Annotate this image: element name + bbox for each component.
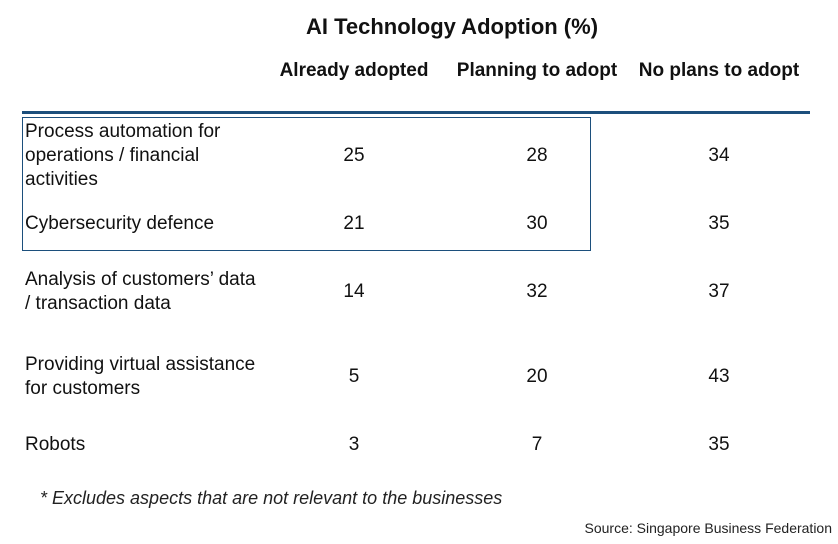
row-label-customer-data: Analysis of customers’ data / transactio… bbox=[25, 269, 256, 314]
highlight-box bbox=[22, 117, 591, 251]
row-label-cybersecurity: Cybersecurity defence bbox=[25, 213, 215, 234]
chart-title: AI Technology Adoption (%) bbox=[305, 14, 599, 39]
cell-value: 43 bbox=[708, 366, 730, 387]
cell-value: 35 bbox=[708, 213, 730, 234]
cell-value: 35 bbox=[708, 434, 730, 455]
header-rule bbox=[22, 111, 810, 114]
cell-value: 28 bbox=[526, 145, 548, 166]
cell-value: 3 bbox=[348, 434, 360, 455]
column-header-no-plans-to-adopt: No plans to adopt bbox=[638, 60, 800, 81]
cell-value: 30 bbox=[526, 213, 548, 234]
footnote: * Excludes aspects that are not relevant… bbox=[40, 488, 503, 508]
cell-value: 14 bbox=[343, 281, 365, 302]
row-label-robots: Robots bbox=[25, 434, 86, 455]
column-header-planning-to-adopt: Planning to adopt bbox=[456, 60, 618, 81]
cell-value: 37 bbox=[708, 281, 730, 302]
column-header-already-adopted: Already adopted bbox=[279, 60, 429, 81]
cell-value: 7 bbox=[531, 434, 543, 455]
cell-value: 34 bbox=[708, 145, 730, 166]
row-label-process-automation: Process automation for operations / fina… bbox=[25, 121, 221, 190]
cell-value: 20 bbox=[526, 366, 548, 387]
cell-value: 32 bbox=[526, 281, 548, 302]
cell-value: 21 bbox=[343, 213, 365, 234]
source-credit: Source: Singapore Business Federation bbox=[584, 520, 832, 536]
cell-value: 5 bbox=[348, 366, 360, 387]
row-label-virtual-assistance: Providing virtual assistance for custome… bbox=[25, 354, 256, 399]
cell-value: 25 bbox=[343, 145, 365, 166]
